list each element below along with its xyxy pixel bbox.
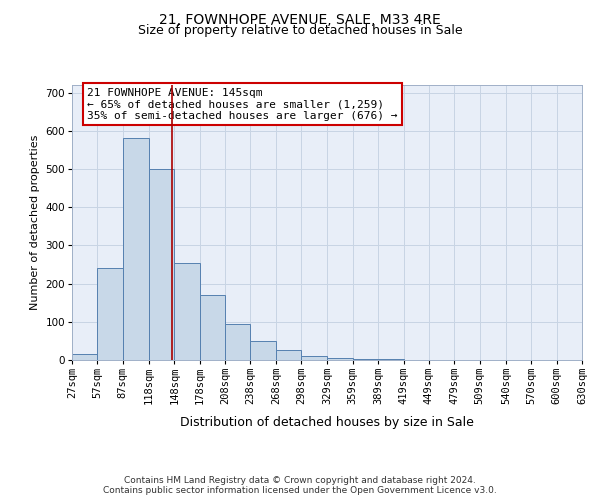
Bar [123,138,149,360]
Bar [175,262,200,360]
Text: Contains HM Land Registry data © Crown copyright and database right 2024.
Contai: Contains HM Land Registry data © Crown c… [103,476,497,495]
Text: 21 FOWNHOPE AVENUE: 145sqm
← 65% of detached houses are smaller (1,259)
35% of s: 21 FOWNHOPE AVENUE: 145sqm ← 65% of deta… [88,88,398,121]
Text: Distribution of detached houses by size in Sale: Distribution of detached houses by size … [180,416,474,429]
Bar [328,358,353,360]
Text: Size of property relative to detached houses in Sale: Size of property relative to detached ho… [137,24,463,37]
Y-axis label: Number of detached properties: Number of detached properties [30,135,40,310]
Bar [149,169,175,360]
Bar [97,268,123,360]
Bar [276,350,301,360]
Text: 21, FOWNHOPE AVENUE, SALE, M33 4RE: 21, FOWNHOPE AVENUE, SALE, M33 4RE [159,12,441,26]
Bar [378,359,404,360]
Bar [301,356,328,360]
Bar [225,324,250,360]
Bar [250,341,276,360]
Bar [353,359,378,360]
Bar [72,354,97,360]
Bar [200,295,225,360]
